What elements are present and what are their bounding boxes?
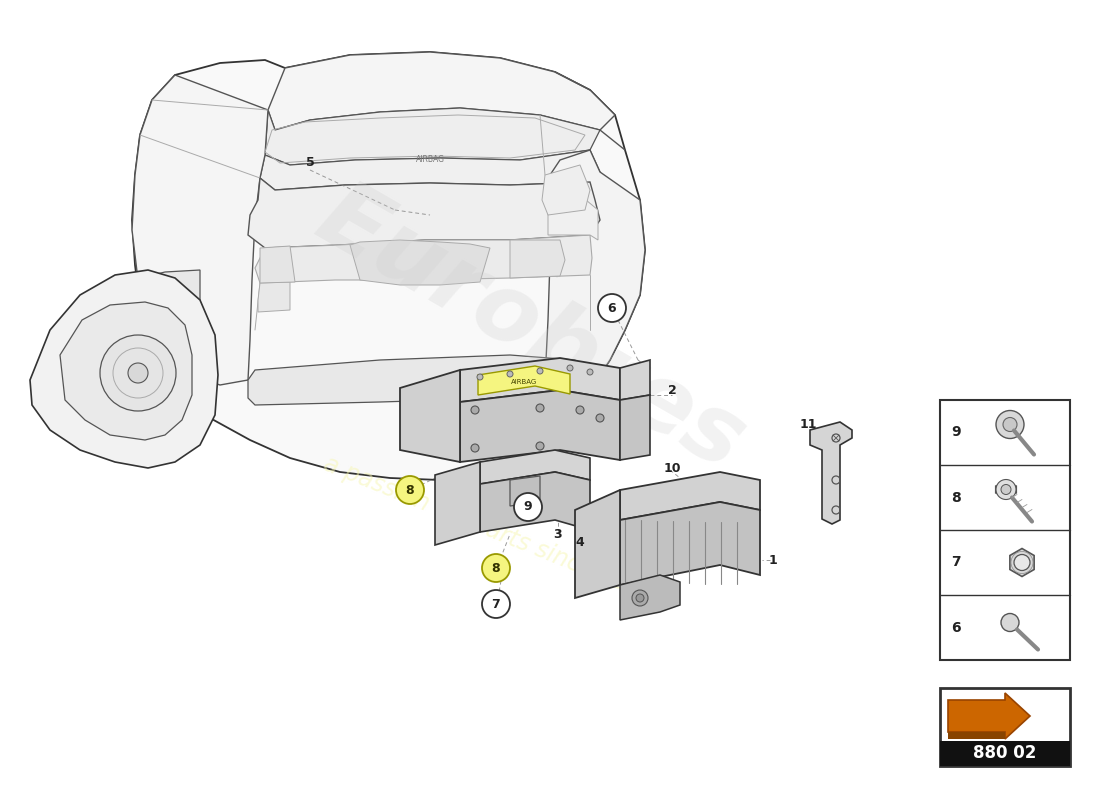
Circle shape xyxy=(477,374,483,380)
Circle shape xyxy=(536,442,544,450)
Polygon shape xyxy=(620,472,760,520)
Circle shape xyxy=(128,363,148,383)
Circle shape xyxy=(632,590,648,606)
Polygon shape xyxy=(620,502,760,585)
Polygon shape xyxy=(480,472,590,532)
Text: 11: 11 xyxy=(800,418,816,430)
Polygon shape xyxy=(575,490,620,598)
Polygon shape xyxy=(30,270,218,468)
Text: 8: 8 xyxy=(492,562,500,574)
Polygon shape xyxy=(510,476,540,506)
Polygon shape xyxy=(248,178,600,248)
Circle shape xyxy=(100,335,176,411)
Circle shape xyxy=(507,371,513,377)
Text: Eurobres: Eurobres xyxy=(300,170,760,490)
Text: 6: 6 xyxy=(952,621,960,634)
Polygon shape xyxy=(132,52,645,480)
Circle shape xyxy=(566,365,573,371)
Polygon shape xyxy=(544,150,645,430)
Text: a passion for parts since 1985: a passion for parts since 1985 xyxy=(320,452,660,608)
Polygon shape xyxy=(132,270,200,325)
Circle shape xyxy=(1014,554,1030,570)
FancyBboxPatch shape xyxy=(940,400,1070,660)
Circle shape xyxy=(471,406,478,414)
Polygon shape xyxy=(620,575,680,620)
Text: 8: 8 xyxy=(406,483,415,497)
Text: 7: 7 xyxy=(952,555,960,570)
Polygon shape xyxy=(248,355,582,405)
Polygon shape xyxy=(548,195,598,240)
Circle shape xyxy=(1001,485,1011,494)
Polygon shape xyxy=(258,282,290,312)
Text: AIRBAG: AIRBAG xyxy=(416,155,444,165)
Text: 6: 6 xyxy=(607,302,616,314)
Text: 8: 8 xyxy=(952,490,961,505)
Polygon shape xyxy=(620,395,650,460)
Polygon shape xyxy=(260,246,295,283)
Circle shape xyxy=(482,590,510,618)
Text: 4: 4 xyxy=(575,535,584,549)
Polygon shape xyxy=(542,165,590,215)
Polygon shape xyxy=(460,390,620,462)
Circle shape xyxy=(576,406,584,414)
Text: 9: 9 xyxy=(524,501,532,514)
Circle shape xyxy=(587,369,593,375)
Polygon shape xyxy=(948,732,1005,739)
Text: AIRBAG: AIRBAG xyxy=(510,379,537,385)
Polygon shape xyxy=(510,240,565,278)
Text: 1: 1 xyxy=(769,554,778,566)
Text: 7: 7 xyxy=(492,598,500,610)
Polygon shape xyxy=(350,240,490,285)
Polygon shape xyxy=(620,360,650,400)
Polygon shape xyxy=(260,150,600,190)
Circle shape xyxy=(536,404,544,412)
Polygon shape xyxy=(480,450,590,484)
Circle shape xyxy=(596,414,604,422)
FancyBboxPatch shape xyxy=(940,741,1070,766)
Circle shape xyxy=(636,594,644,602)
Text: 880 02: 880 02 xyxy=(974,744,1036,762)
Polygon shape xyxy=(60,302,192,440)
Polygon shape xyxy=(268,52,615,130)
Circle shape xyxy=(598,294,626,322)
Polygon shape xyxy=(255,235,592,283)
Circle shape xyxy=(996,410,1024,438)
Circle shape xyxy=(1003,418,1018,431)
Circle shape xyxy=(482,554,510,582)
Circle shape xyxy=(1001,614,1019,631)
Polygon shape xyxy=(265,108,600,165)
FancyBboxPatch shape xyxy=(940,688,1070,766)
Text: 2: 2 xyxy=(668,383,676,397)
Text: 3: 3 xyxy=(553,529,562,542)
Circle shape xyxy=(996,479,1016,499)
Circle shape xyxy=(514,493,542,521)
Text: 5: 5 xyxy=(306,157,315,170)
Polygon shape xyxy=(400,370,460,462)
Text: 10: 10 xyxy=(663,462,681,474)
Circle shape xyxy=(396,476,424,504)
Text: 9: 9 xyxy=(952,426,960,439)
Polygon shape xyxy=(996,482,1016,497)
Polygon shape xyxy=(948,693,1030,739)
Circle shape xyxy=(471,444,478,452)
Polygon shape xyxy=(810,422,853,524)
Polygon shape xyxy=(478,366,570,395)
Polygon shape xyxy=(460,358,620,402)
Circle shape xyxy=(537,368,543,374)
Polygon shape xyxy=(1010,549,1034,577)
Polygon shape xyxy=(132,75,268,385)
Polygon shape xyxy=(434,462,480,545)
